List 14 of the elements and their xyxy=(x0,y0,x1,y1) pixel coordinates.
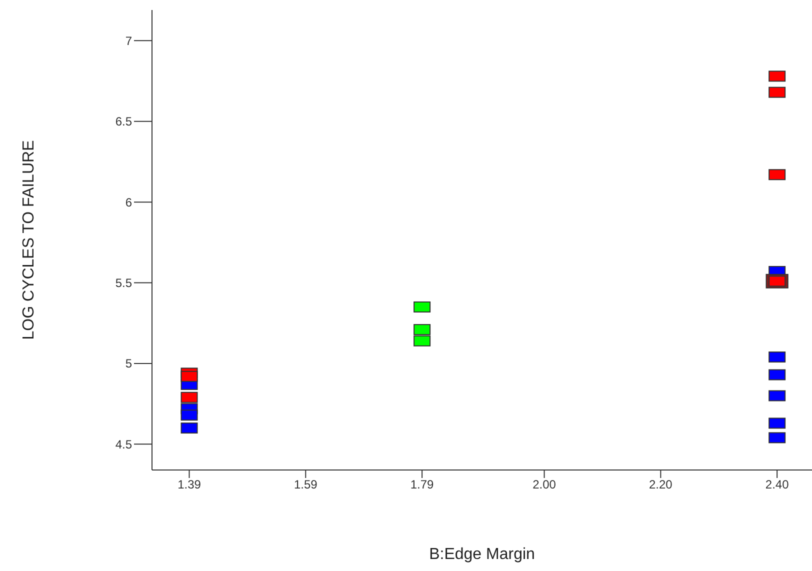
x-tick-label: 1.39 xyxy=(178,478,202,492)
y-tick-label: 6 xyxy=(125,195,132,210)
x-tick-label: 2.00 xyxy=(532,478,556,492)
y-tick-label: 4.5 xyxy=(115,437,132,452)
x-tick-label: 2.40 xyxy=(765,478,790,492)
y-tick-label: 6.5 xyxy=(115,114,132,129)
x-axis-title: B:Edge Margin xyxy=(429,546,535,563)
x-tick-label: 2.20 xyxy=(649,478,673,492)
y-tick-label: 7 xyxy=(125,34,132,48)
x-tick-label: 1.59 xyxy=(294,478,318,492)
x-tick-label: 1.79 xyxy=(410,478,434,492)
y-tick-label: 5.5 xyxy=(115,276,132,290)
y-axis-title: LOG CYCLES TO FAILURE xyxy=(20,140,38,340)
y-tick-label: 5 xyxy=(125,356,132,371)
